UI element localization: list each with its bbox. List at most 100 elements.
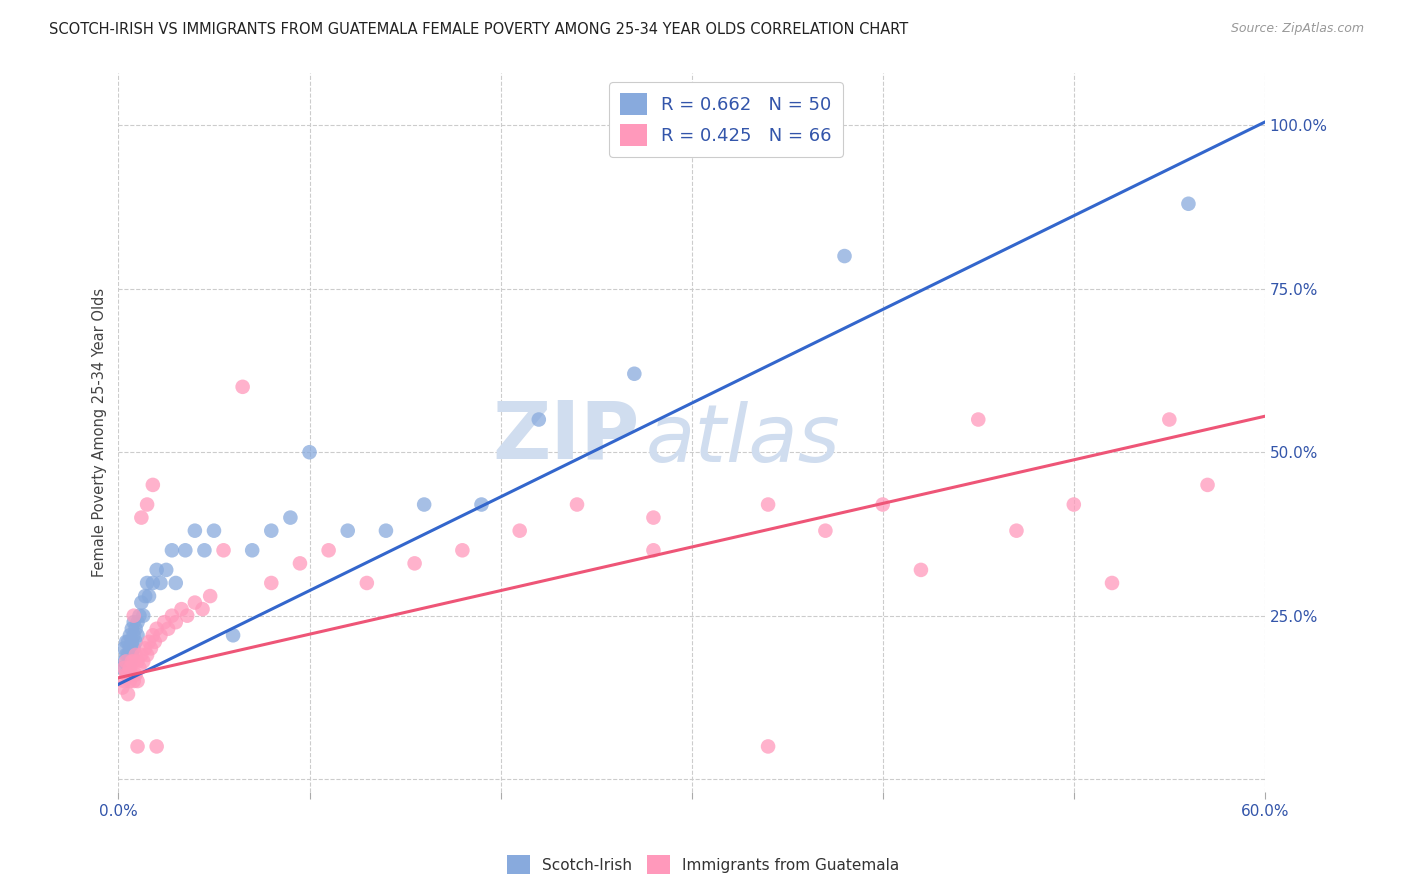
Point [139,641,162,656]
Point [872,498,894,512]
Point [117,648,139,662]
Point [117,635,139,649]
Point [643,510,665,524]
Point [149,576,172,591]
Point [1197,478,1219,492]
Point [240,543,263,558]
Point [756,739,779,754]
Point [118,655,141,669]
Point [756,498,779,512]
Point [131,596,153,610]
Point [280,510,302,524]
Point [138,589,160,603]
Point [509,524,531,538]
Point [115,648,138,662]
Point [138,635,160,649]
Point [910,563,932,577]
Point [184,524,207,538]
Point [136,498,159,512]
Point [232,380,254,394]
Point [131,510,153,524]
Point [318,543,340,558]
Point [122,674,145,689]
Point [145,563,167,577]
Point [1177,196,1199,211]
Point [198,589,221,603]
Point [142,576,165,591]
Point [155,563,177,577]
Point [145,739,167,754]
Point [118,628,141,642]
Point [122,641,145,656]
Point [115,667,138,681]
Point [122,608,145,623]
Text: atlas: atlas [645,401,841,479]
Point [136,648,159,662]
Point [149,628,172,642]
Text: Source: ZipAtlas.com: Source: ZipAtlas.com [1230,22,1364,36]
Point [131,648,153,662]
Point [470,498,492,512]
Point [121,648,143,662]
Point [134,641,156,656]
Point [112,661,135,675]
Point [1159,412,1181,426]
Point [174,543,197,558]
Point [643,543,665,558]
Point [118,641,141,656]
Point [124,648,146,662]
Point [115,635,138,649]
Point [111,661,134,675]
Point [136,576,159,591]
Point [1005,524,1028,538]
Point [222,628,245,642]
Point [153,615,176,630]
Point [121,622,143,636]
Point [134,589,156,603]
Point [170,602,193,616]
Point [193,543,215,558]
Point [413,498,436,512]
Point [260,524,283,538]
Point [814,524,837,538]
Point [117,667,139,681]
Point [121,635,143,649]
Point [967,412,990,426]
Point [124,667,146,681]
Point [118,674,141,689]
Point [124,622,146,636]
Point [451,543,474,558]
Point [356,576,378,591]
Point [122,615,145,630]
Legend: Scotch-Irish, Immigrants from Guatemala: Scotch-Irish, Immigrants from Guatemala [501,849,905,880]
Point [202,524,225,538]
Point [112,641,135,656]
Point [374,524,396,538]
Point [117,661,139,675]
Point [127,628,149,642]
Point [298,445,321,459]
Point [165,576,187,591]
Legend: R = 0.662   N = 50, R = 0.425   N = 66: R = 0.662 N = 50, R = 0.425 N = 66 [609,82,842,157]
Point [212,543,235,558]
Point [1063,498,1085,512]
Point [127,739,149,754]
Point [160,543,183,558]
Y-axis label: Female Poverty Among 25-34 Year Olds: Female Poverty Among 25-34 Year Olds [93,288,107,577]
Point [121,667,143,681]
Point [165,615,187,630]
Point [118,661,141,675]
Point [623,367,645,381]
Point [143,635,166,649]
Point [404,557,426,571]
Point [145,622,167,636]
Point [527,412,550,426]
Point [176,608,198,623]
Point [1101,576,1123,591]
Point [142,628,165,642]
Point [142,478,165,492]
Point [191,602,214,616]
Point [128,661,150,675]
Point [127,655,149,669]
Point [122,628,145,642]
